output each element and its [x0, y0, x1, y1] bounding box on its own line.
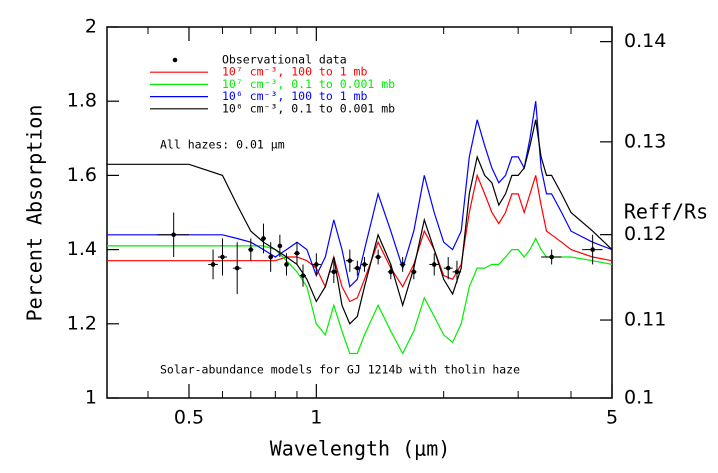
data-point	[347, 258, 353, 264]
data-point	[445, 265, 451, 271]
plot-frame	[106, 26, 613, 399]
y2-tick-label: 0.13	[624, 130, 666, 152]
model-line	[107, 101, 612, 288]
legend-label: 10⁶ cm⁻³, 0.1 to 0.001 mb	[222, 101, 395, 115]
legend-label: 10⁶ cm⁻³, 100 to 1 mb	[222, 89, 367, 103]
data-point	[549, 254, 554, 260]
data-point	[362, 262, 367, 267]
data-point	[388, 269, 394, 275]
data-point	[294, 251, 300, 256]
legend-label: Observational data	[222, 53, 347, 67]
x-tick-label: 0.5	[174, 407, 204, 429]
y-tick-label: 1.2	[67, 312, 97, 334]
y-tick-label: 1.8	[67, 90, 97, 112]
data-point	[331, 269, 337, 275]
data-point	[400, 262, 405, 267]
y2-tick-label: 0.12	[624, 223, 666, 245]
model-line	[107, 173, 612, 303]
x-axis-label: Wavelength (μm)	[270, 437, 451, 461]
y-tick-label: 1.6	[67, 164, 97, 186]
legend-label: 10⁷ cm⁻³, 100 to 1 mb	[222, 65, 367, 79]
y-axis-label: Percent Absorption	[23, 105, 47, 322]
annotation: All hazes: 0.01 μm	[160, 138, 285, 152]
legend-marker	[172, 57, 178, 63]
data-point	[590, 247, 595, 252]
y2-axis-label: Reff/Rs	[624, 200, 708, 224]
data-point	[268, 254, 273, 260]
data-point	[220, 254, 225, 260]
y2-tick-label: 0.11	[624, 309, 666, 331]
data-point	[314, 262, 319, 267]
y-tick-label: 1.4	[67, 238, 97, 260]
legend-label: 10⁷ cm⁻³, 0.1 to 0.001 mb	[222, 77, 395, 91]
data-point	[171, 232, 176, 238]
x-tick-label: 1	[310, 407, 322, 429]
data-point	[411, 269, 417, 275]
data-point	[210, 262, 216, 267]
data-point	[355, 265, 360, 271]
data-point	[277, 243, 283, 249]
y2-tick-label: 0.14	[624, 30, 666, 52]
y2-tick-label: 0.1	[624, 387, 654, 409]
data-point	[284, 262, 289, 267]
data-point	[454, 269, 460, 275]
data-point	[431, 262, 437, 267]
model-line	[107, 119, 612, 325]
annotation: Solar-abundance models for GJ 1214b with…	[160, 363, 520, 377]
y-tick-label: 2	[85, 16, 97, 38]
data-point	[300, 273, 306, 278]
y-tick-label: 1	[85, 387, 97, 409]
data-point	[248, 247, 254, 252]
data-point	[375, 254, 381, 260]
data-point	[261, 236, 266, 241]
plot-area	[107, 101, 612, 355]
x-tick-label: 5	[606, 407, 618, 429]
model-line	[107, 237, 612, 355]
data-point	[234, 265, 240, 271]
